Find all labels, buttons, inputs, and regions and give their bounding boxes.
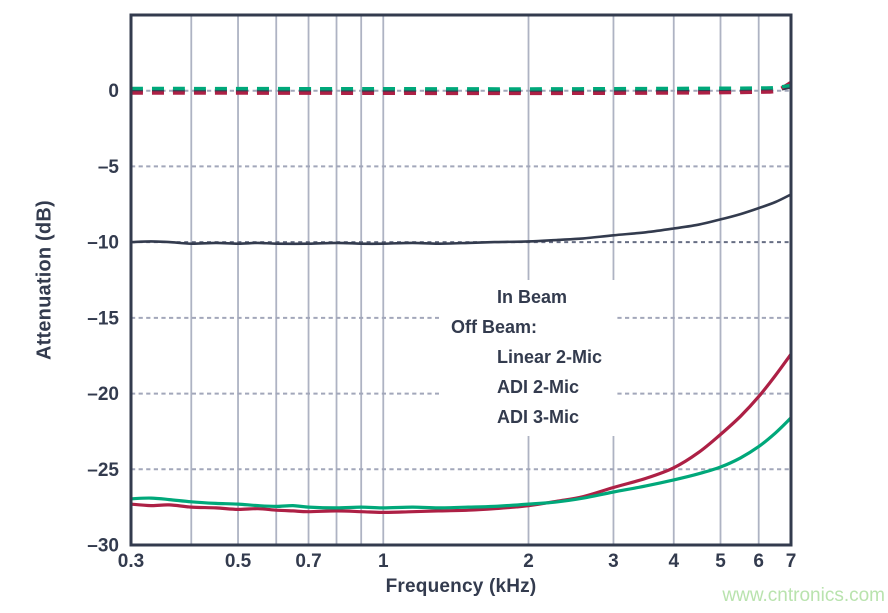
series-line-off-beam-linear-2-mic [130,193,792,246]
series-line-in-beam-adi-3-mic [130,83,792,91]
watermark-text: www.cntronics.com [722,585,885,606]
y-tick-label: –10 [87,233,119,254]
x-axis-label: Frequency (kHz) [385,576,537,597]
plot-frame [129,13,793,547]
legend-row-off-beam-header: Off Beam: [447,312,602,342]
legend-label-adi-2mic: ADI 2-Mic [497,376,580,397]
x-tick-label: 0.7 [295,551,321,572]
legend-label-adi-3mic: ADI 3-Mic [497,406,580,427]
series-line-off-beam-adi-3-mic [130,416,793,510]
x-tick-label: 0.3 [118,551,144,572]
legend-label-in-beam: In Beam [497,286,568,307]
y-tick-label: –15 [87,308,119,329]
y-tick-label: 0 [108,81,119,102]
x-tick-label: 0.5 [225,551,252,572]
y-axis-label: Attenuation (dB) [33,200,56,360]
y-tick-label: –5 [98,157,120,178]
legend-row-in-beam: In Beam [447,282,602,312]
series-line-off-beam-adi-2-mic [130,353,793,514]
legend: In Beam Off Beam: Linear 2-Mic ADI 2-Mic… [439,280,617,436]
legend-row-adi-2mic: ADI 2-Mic [447,372,602,402]
legend-label-off-beam: Off Beam: [451,316,538,337]
x-tick-label: 6 [753,551,764,572]
x-tick-label: 2 [523,551,534,572]
y-tick-label: –20 [87,384,119,405]
series-line-in-beam-adi-2-mic [130,80,792,96]
x-tick-label: 3 [608,551,619,572]
x-tick-label: 7 [786,551,797,572]
legend-row-adi-3mic: ADI 3-Mic [447,402,602,432]
x-tick-label: 4 [668,551,679,572]
x-tick-label: 1 [378,551,389,572]
y-tick-label: –30 [87,536,119,557]
legend-row-linear-2mic: Linear 2-Mic [447,342,602,372]
legend-label-linear-2mic: Linear 2-Mic [497,346,603,367]
x-tick-label: 5 [715,551,726,572]
y-tick-label: –25 [87,460,119,481]
